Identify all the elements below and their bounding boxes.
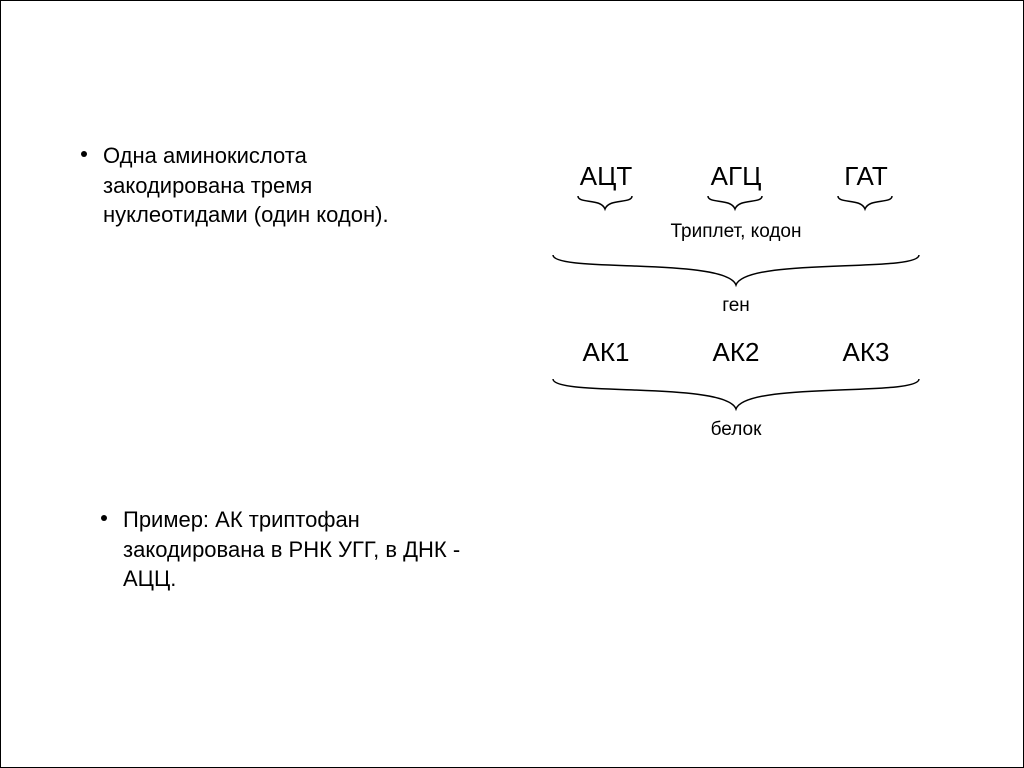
bullet-dot-icon (81, 151, 87, 157)
brace-gene-icon (551, 253, 921, 293)
brace-small-2-icon (707, 195, 763, 215)
protein-label: белок (541, 419, 931, 441)
brace-small-1-icon (577, 195, 633, 215)
gene-label: ген (541, 295, 931, 317)
codon-2: АГЦ (701, 161, 771, 192)
aminoacid-2: АК2 (701, 337, 771, 368)
bullet-item-1: Одна аминокислота закодирована тремя нук… (81, 141, 441, 230)
aminoacid-1: АК1 (571, 337, 641, 368)
brace-protein-icon (551, 377, 921, 417)
aminoacid-row: АК1 АК2 АК3 (541, 337, 931, 371)
slide-page: Одна аминокислота закодирована тремя нук… (0, 0, 1024, 768)
bullet-item-2: Пример: АК триптофан закодирована в РНК … (101, 505, 461, 594)
bullet-dot-icon (101, 515, 107, 521)
brace-small-3-icon (837, 195, 893, 215)
codon-3: ГАТ (831, 161, 901, 192)
bullet-text-1: Одна аминокислота закодирована тремя нук… (103, 141, 441, 230)
gene-brace-row (541, 253, 931, 293)
codon-braces-row (541, 195, 931, 217)
genetic-code-diagram: АЦТ АГЦ ГАТ Триплет, кодон ген АК (541, 161, 931, 441)
codon-1: АЦТ (571, 161, 641, 192)
bullet-text-2: Пример: АК триптофан закодирована в РНК … (123, 505, 461, 594)
triplet-label: Триплет, кодон (541, 221, 931, 243)
codon-row: АЦТ АГЦ ГАТ (541, 161, 931, 195)
aminoacid-3: АК3 (831, 337, 901, 368)
protein-brace-row (541, 377, 931, 417)
